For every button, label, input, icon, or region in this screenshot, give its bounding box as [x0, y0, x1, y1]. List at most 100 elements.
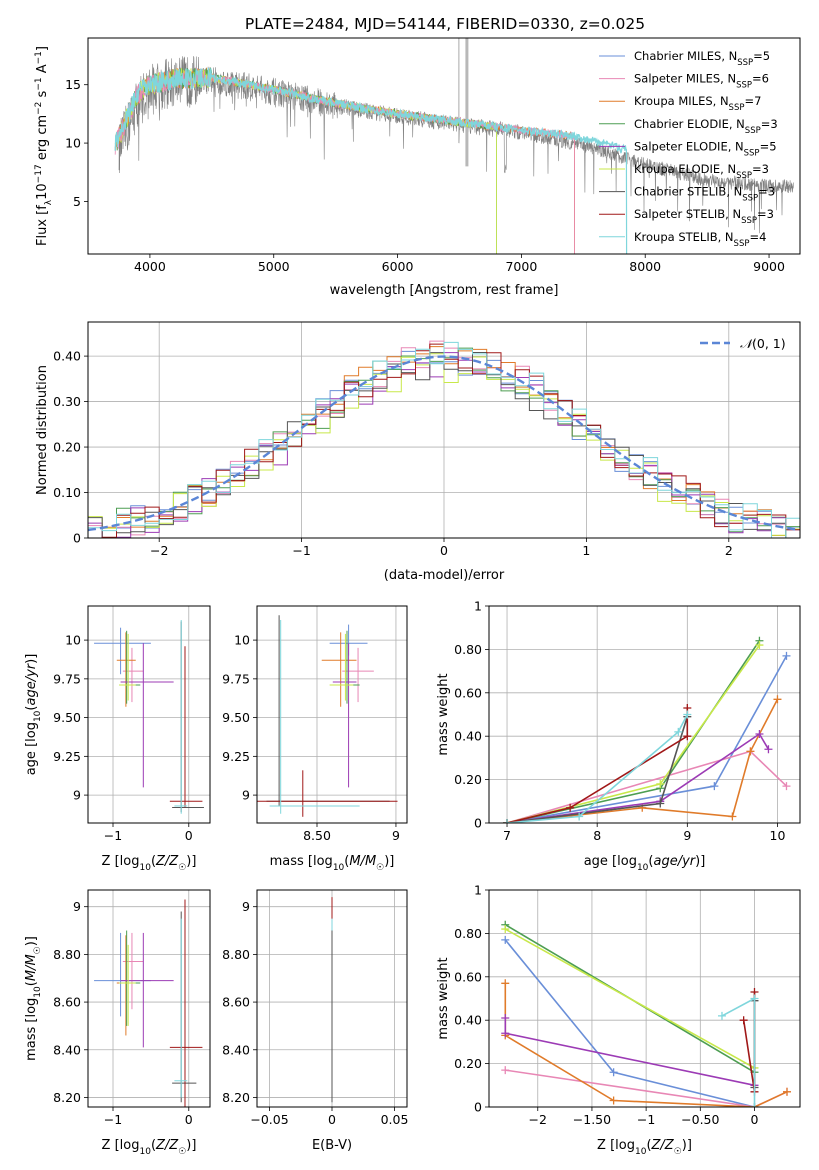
kroupa_elodie-weight-marker [656, 779, 665, 788]
y-tick-label: 9.25 [222, 749, 250, 764]
mass_vs_ebv-x-label-text: E(B-V) [312, 1138, 352, 1153]
y-tick-label: 8.20 [222, 1090, 250, 1105]
weight_vs_Z-frame [488, 889, 801, 1108]
age_vs_mass-plot-area [257, 606, 407, 823]
x-tick-label: 2 [725, 543, 733, 558]
panel-mass_vs_ebv: −0.05 0 0.05 8.20 8.40 8.60 8.80 9 [222, 889, 409, 1127]
mass_vs_Z-plot-area [88, 890, 210, 1107]
x-tick-label: 0 [185, 828, 193, 843]
x-tick-label: 7000 [505, 259, 537, 274]
x-tick-label: −1 [637, 1112, 655, 1127]
kroupa_stelib-model-line [114, 67, 628, 254]
kroupa_stelib-weight-marker [717, 1011, 726, 1020]
weight_vs_age-x-label: age [log10(age/yr)] [584, 854, 706, 873]
x-tick-label: −1 [104, 828, 122, 843]
y-tick-label: 0.60 [454, 969, 482, 984]
salpeter_elodie-weight-marker [764, 745, 773, 754]
y-tick-label: 9.50 [53, 710, 81, 725]
kroupa_stelib-weight-marker [750, 1103, 759, 1107]
kroupa_stelib-weight-marker [575, 812, 584, 821]
salpeter_miles-legend-label: Salpeter MILES, NSSP=6 [634, 72, 769, 91]
weight_vs_Z-x-label: Z [log10(Z/Z☉)] [597, 1138, 692, 1157]
x-tick-label: −1 [104, 1112, 122, 1127]
y-tick-label: 9 [242, 899, 250, 914]
kroupa_miles-legend-label: Kroupa MILES, NSSP=7 [634, 94, 761, 113]
mass_vs_Z-x-label: Z [log10(Z/Z☉)] [102, 1138, 197, 1157]
x-tick-label: 7 [503, 828, 511, 843]
y-tick-label: 8.60 [222, 995, 250, 1010]
y-tick-label: 9.75 [53, 671, 81, 686]
x-tick-label: 6000 [382, 259, 414, 274]
y-tick-label: 8.40 [222, 1042, 250, 1057]
kroupa_stelib-histogram [88, 341, 800, 538]
y-tick-label: 0.20 [53, 440, 81, 455]
spectrum-legend: Chabrier MILES, NSSP=5 Salpeter MILES, NS… [599, 49, 778, 249]
x-tick-label: 9 [392, 828, 400, 843]
y-tick-label: 8.60 [53, 995, 81, 1010]
y-tick-label: 10 [65, 633, 81, 648]
kroupa_miles-weight-marker [728, 812, 737, 821]
age_vs_mass-frame [256, 605, 408, 824]
y-tick-label: 5 [73, 194, 81, 209]
kroupa_stelib-legend-label: Kroupa STELIB, NSSP=4 [634, 230, 766, 249]
mass_vs_Z-frame [87, 889, 211, 1108]
x-tick-label: −0.50 [681, 1112, 719, 1127]
salpeter_stelib-legend-label: Salpeter STELIB, NSSP=3 [634, 207, 774, 226]
x-tick-label: 5000 [258, 259, 290, 274]
kroupa_miles-weight-marker [609, 1096, 618, 1105]
chabrier_miles-legend-label: Chabrier MILES, NSSP=5 [634, 49, 770, 68]
spectrum-y-label: Flux [fλ10−17 erg cm−2 s−1 A−1] [34, 46, 54, 246]
panel-age_vs_Z: −1 0 9 9.25 9.50 9.75 10 Z [log10(Z/Z☉)] age [lo… [24, 605, 211, 873]
kroupa_stelib-weight-marker [503, 819, 512, 823]
y-tick-label: 0.20 [454, 772, 482, 787]
x-tick-label: 0 [440, 543, 448, 558]
y-tick-label: 0.30 [53, 394, 81, 409]
panel-weight_vs_Z: −2 −1.50 −1 −0.50 0 0 0.20 0.40 0.60 0.80 1 Z [log1… [436, 883, 801, 1157]
y-tick-label: 0 [474, 816, 482, 831]
salpeter_elodie-weight-marker [501, 1029, 510, 1038]
x-tick-label: −2 [529, 1112, 547, 1127]
weight_vs_age-frame [488, 605, 801, 824]
kroupa_miles-weight-marker [501, 979, 510, 988]
salpeter_stelib-weight-marker [739, 1016, 748, 1025]
y-tick-label: 10 [234, 633, 250, 648]
age_vs_mass-x-label: mass [log10(M/M☉)] [270, 854, 395, 873]
weight_vs_Z-plot-area [489, 890, 800, 1107]
x-tick-label: 0 [328, 1112, 336, 1127]
x-tick-label: 9 [683, 828, 691, 843]
x-tick-label: 8000 [629, 259, 661, 274]
salpeter_elodie-weight-marker [755, 730, 764, 739]
x-tick-label: 8 [593, 828, 601, 843]
y-tick-label: 0.20 [454, 1056, 482, 1071]
x-tick-label: 0.05 [381, 1112, 409, 1127]
y-tick-label: 15 [65, 77, 81, 92]
figure-title: PLATE=2484, MJD=54144, FIBERID=0330, z=0… [245, 15, 645, 33]
kroupa_miles-weight-marker [782, 1087, 791, 1096]
y-tick-label: 1 [474, 599, 482, 614]
chabrier_stelib-legend-label: Chabrier STELIB, NSSP=3 [634, 185, 775, 204]
salpeter_elodie-legend-label: Salpeter ELODIE, NSSP=5 [634, 139, 777, 158]
age_vs_Z-frame [87, 605, 211, 824]
y-tick-label: 8.20 [53, 1090, 81, 1105]
y-tick-label: 0 [474, 1100, 482, 1115]
salpeter_elodie-weight-marker [501, 1014, 510, 1023]
x-tick-label: 8.50 [303, 828, 331, 843]
y-tick-label: 10 [65, 136, 81, 151]
y-tick-label: 0.10 [53, 485, 81, 500]
y-tick-label: 8.80 [222, 947, 250, 962]
x-tick-label: −2 [150, 543, 168, 558]
salpeter_stelib-weight-marker [683, 732, 692, 741]
y-tick-label: 0.40 [454, 729, 482, 744]
kroupa_stelib-weight-line [506, 714, 689, 823]
x-tick-label: −1 [292, 543, 310, 558]
weight_vs_age-y-label: mass weight [436, 673, 451, 755]
spectrum-frame [87, 37, 801, 255]
age_vs_Z-y-label: age [log10(age/yr)] [24, 654, 43, 776]
y-tick-label: 8.80 [53, 947, 81, 962]
x-tick-label: 4000 [134, 259, 166, 274]
y-tick-label: 9 [73, 788, 81, 803]
panel-weight_vs_age: 7 8 9 10 0 0.20 0.40 0.60 0.80 1 age [log10(age/yr… [436, 599, 801, 873]
spectrum-x-label: wavelength [Angstrom, rest frame] [330, 283, 559, 298]
salpeter_miles-weight-marker [782, 782, 791, 791]
salpeter_stelib-weight-marker [566, 803, 575, 812]
